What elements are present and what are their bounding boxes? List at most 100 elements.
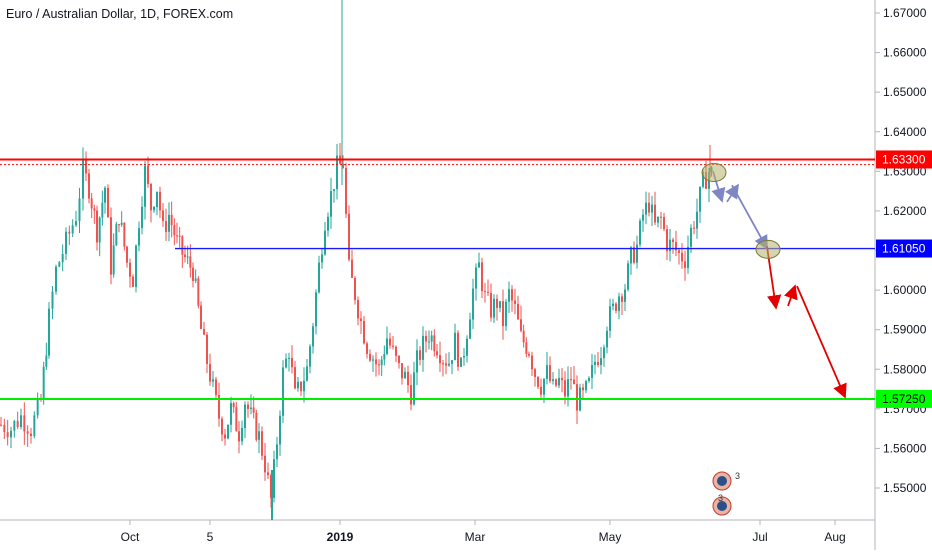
candle-body — [609, 306, 611, 331]
candle-body — [528, 353, 530, 356]
candle-body — [129, 262, 131, 277]
candle-body — [372, 359, 374, 361]
highlight-ellipse[interactable] — [755, 239, 781, 259]
candle-body — [407, 371, 409, 386]
candle-body — [460, 357, 462, 367]
candle-body — [250, 407, 252, 410]
level-label: 1.61050 — [882, 242, 926, 256]
candle-body — [306, 366, 308, 381]
candle-body — [573, 379, 575, 385]
candle-body — [478, 262, 480, 268]
candle-body — [591, 365, 593, 378]
candle-body — [410, 385, 412, 405]
projection-arrow[interactable] — [731, 184, 768, 251]
candle-body — [469, 319, 471, 339]
candle-body — [378, 364, 380, 366]
highlight-ellipse[interactable] — [701, 163, 727, 183]
candle-body — [153, 206, 155, 211]
candle-body — [606, 330, 608, 348]
candle-body — [176, 235, 178, 237]
candle-body — [588, 377, 590, 382]
candle-body — [252, 407, 255, 413]
candle-body — [398, 355, 400, 364]
candle-body — [413, 372, 415, 405]
candle-body — [514, 300, 516, 304]
candle-body — [297, 381, 299, 389]
candle-body — [55, 266, 57, 292]
candle-body — [192, 267, 194, 281]
candle-body — [232, 403, 235, 408]
y-tick-label: 1.56000 — [883, 441, 927, 455]
candle-body — [511, 289, 513, 301]
candle-body — [51, 291, 54, 309]
candle-body — [30, 433, 32, 437]
candle-body — [36, 398, 39, 416]
candle-body — [487, 291, 489, 293]
candle-body — [351, 259, 353, 278]
candle-body — [570, 379, 572, 381]
candle-body — [666, 229, 668, 252]
candle-body — [312, 326, 314, 347]
candle-body — [657, 216, 659, 223]
candle-body — [324, 230, 326, 255]
highlight-layer[interactable] — [701, 163, 781, 259]
candle-body — [543, 378, 545, 395]
candle-body — [212, 379, 214, 382]
candle-body — [375, 359, 377, 365]
candle-body — [215, 379, 217, 396]
projection-layer[interactable] — [711, 171, 847, 399]
candle-body — [218, 395, 220, 419]
candle-body — [110, 217, 112, 275]
candle-body — [401, 363, 403, 379]
candle-body — [203, 329, 205, 335]
y-tick-label: 1.67000 — [883, 6, 927, 20]
candle-body — [48, 308, 50, 356]
candle-body — [288, 357, 290, 359]
candle-body — [181, 236, 184, 255]
candle-body — [138, 228, 140, 246]
candle-body — [61, 253, 64, 263]
candle-body — [162, 210, 164, 222]
candle-body — [675, 241, 677, 251]
candle-body — [71, 225, 74, 234]
candle-body — [93, 208, 96, 211]
candle-body — [439, 355, 441, 364]
candle-body — [209, 363, 211, 382]
candle-body — [366, 343, 368, 354]
candle-body — [300, 381, 302, 392]
candle-body — [481, 262, 483, 291]
candle-body — [663, 216, 665, 230]
candle-body — [363, 320, 365, 344]
projection-arrow[interactable] — [725, 183, 739, 203]
candle-body — [603, 347, 605, 359]
candle-body — [451, 360, 453, 364]
candle-body — [156, 191, 158, 207]
levels-layer[interactable] — [0, 158, 875, 400]
candle-body — [327, 216, 329, 231]
y-tick-label: 1.64000 — [883, 125, 927, 139]
candle-body — [178, 235, 181, 237]
candle-body — [499, 301, 501, 308]
candle-body — [517, 303, 519, 320]
candle-body — [118, 224, 120, 226]
candle-body — [197, 278, 200, 306]
candle-body — [597, 362, 599, 366]
candle-body — [699, 186, 701, 212]
candle-body — [65, 231, 67, 254]
candle-body — [26, 431, 29, 434]
level-label-bg — [876, 389, 932, 408]
candle-body — [645, 202, 647, 215]
projection-arrow[interactable] — [784, 284, 798, 307]
candle-body — [463, 355, 465, 358]
projection-arrow[interactable] — [796, 285, 847, 399]
candle-body — [309, 346, 311, 367]
candle-body — [612, 303, 614, 307]
candle-body — [336, 155, 338, 190]
x-tick-label: 2019 — [327, 530, 354, 544]
candle-body — [78, 198, 81, 222]
candle-body — [525, 342, 528, 354]
candle-body — [291, 357, 293, 368]
candle-body — [279, 415, 281, 445]
